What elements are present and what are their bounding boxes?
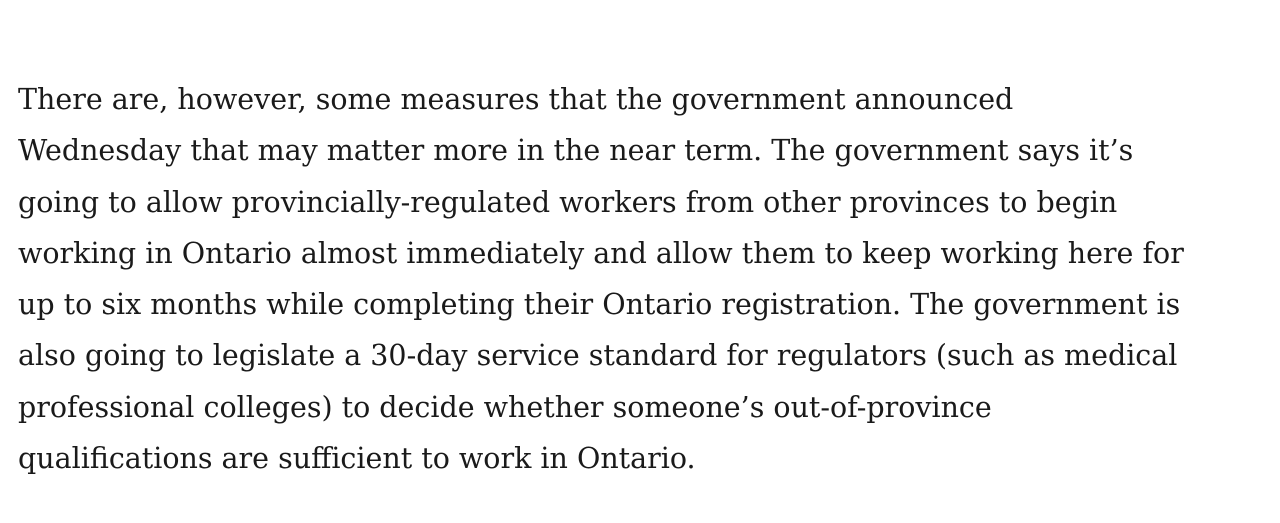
article-paragraph: There are, however, some measures that t… <box>18 74 1184 484</box>
paragraph-line: working in Ontario almost immediately an… <box>18 236 1184 270</box>
paragraph-line: also going to legislate a 30-day service… <box>18 339 1178 373</box>
paragraph-line: There are, however, some measures that t… <box>18 83 1014 116</box>
paragraph-line: professional colleges) to decide whether… <box>18 390 992 424</box>
paragraph-line: up to six months while completing their … <box>18 288 1181 322</box>
paragraph-line: going to allow provincially-regulated wo… <box>18 185 1118 219</box>
paragraph-line: qualifications are sufficient to work in… <box>18 442 696 476</box>
paragraph-line: Wednesday that may matter more in the ne… <box>18 134 1134 168</box>
